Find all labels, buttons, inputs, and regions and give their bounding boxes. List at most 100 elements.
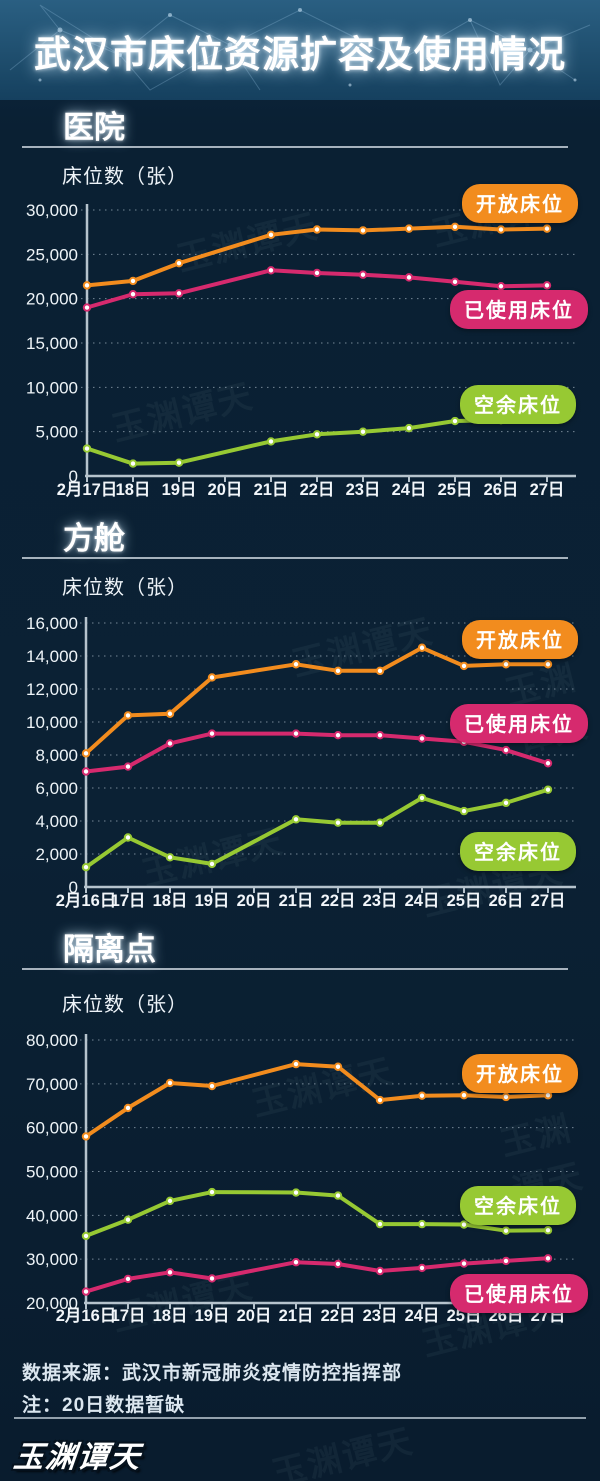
y-tick-label: 14,000 [26, 647, 78, 666]
open-data-point [501, 660, 511, 669]
open-data-point [123, 711, 133, 720]
vacant-data-point [291, 815, 301, 824]
vacant-data-point [333, 818, 343, 827]
open-data-point [459, 1091, 469, 1100]
y-tick-label: 2,000 [35, 845, 78, 864]
x-tick-label: 23日 [363, 892, 398, 910]
y-tick-label: 0 [69, 878, 78, 897]
vacant-data-point [165, 853, 175, 862]
x-tick-label: 25日 [438, 481, 473, 499]
y-axis-title-fangcang: 床位数（张） [62, 577, 188, 599]
y-tick-label: 16,000 [26, 614, 78, 633]
x-tick-label: 24日 [392, 481, 427, 499]
y-tick-label: 4,000 [35, 812, 78, 831]
y-tick-label: 6,000 [35, 779, 78, 798]
open-data-point [266, 230, 276, 240]
vacant-data-point [128, 459, 138, 468]
x-tick-label: 22日 [321, 892, 356, 910]
used-data-point [501, 745, 511, 755]
missing-data-note: 注：20日数据暂缺 [22, 1395, 186, 1416]
open-data-point [291, 660, 301, 669]
vacant-data-point [165, 1196, 175, 1206]
open-data-point [459, 661, 469, 671]
vacant-data-point [417, 1219, 427, 1229]
vacant-data-point [123, 833, 133, 842]
y-tick-label: 80,000 [26, 1031, 78, 1050]
network-pattern-icon [9, 4, 591, 91]
y-tick-label: 20,000 [26, 290, 78, 309]
x-tick-label: 19日 [195, 1307, 230, 1325]
used-data-point [375, 731, 385, 740]
x-tick-label: 26日 [484, 481, 519, 499]
used-data-point [165, 1268, 175, 1277]
page-title: 武汉市床位资源扩容及使用情况 [34, 34, 566, 75]
open-data-point [358, 226, 368, 235]
used-data-point [82, 303, 92, 312]
open-data-point [312, 225, 322, 234]
open-line [85, 224, 549, 288]
vacant-data-point [543, 1226, 553, 1235]
open-data-point [128, 276, 138, 286]
vacant-data-point [459, 806, 469, 816]
y-tick-label: 10,000 [26, 378, 78, 397]
y-tick-label: 50,000 [26, 1163, 78, 1182]
x-tick-label: 17日 [111, 892, 146, 910]
y-tick-label: 20,000 [26, 1294, 78, 1313]
used-data-point [165, 739, 175, 748]
open-data-point [81, 1132, 91, 1141]
vacant-data-point [291, 1188, 301, 1197]
y-tick-label: 0 [69, 467, 78, 486]
section-divider [22, 968, 568, 970]
y-tick-label: 70,000 [26, 1075, 78, 1094]
x-tick-label: 27日 [531, 892, 566, 910]
used-data-point [333, 731, 343, 740]
x-tick-label: 2月17日 [57, 480, 118, 499]
open-data-point [417, 643, 427, 652]
legend-vacant-badge: 空余床位 [460, 1186, 576, 1225]
section-heading-isolation: 隔离点 [63, 932, 156, 967]
y-tick-label: 25,000 [26, 245, 78, 264]
used-data-point [375, 1266, 385, 1276]
open-data-point [207, 1081, 217, 1091]
used-data-point [174, 289, 184, 298]
used-data-point [291, 729, 301, 738]
used-data-point [459, 1259, 469, 1268]
open-data-point [81, 749, 91, 758]
x-tick-label: 23日 [346, 481, 381, 499]
vacant-data-point [333, 1191, 343, 1200]
open-data-point [82, 281, 92, 290]
footer-divider [14, 1417, 586, 1419]
ghost-watermark: 玉渊谭天 [268, 1422, 418, 1481]
vacant-data-point [207, 1187, 217, 1197]
x-tick-label: 2月16日 [56, 891, 117, 910]
section-heading-fangcang: 方舱 [63, 521, 125, 556]
fangcang-chart-svg: 16,000 14,000 12,000 10,000 8,000 6,000 4,000 2… [26, 614, 576, 910]
x-tick-label: 18日 [116, 481, 151, 499]
used-data-point [496, 282, 506, 291]
used-data-point [450, 277, 460, 287]
used-data-point [543, 1254, 553, 1263]
x-tick-label: 22日 [321, 1307, 356, 1325]
open-data-point [174, 259, 184, 268]
used-data-point [128, 290, 138, 299]
open-data-point [333, 666, 343, 676]
vacant-data-point [404, 423, 414, 433]
vacant-data-point [459, 1220, 469, 1229]
open-data-point [165, 1078, 175, 1088]
open-data-point [417, 1091, 427, 1100]
hospital-chart-svg: 30,000 25,000 20,000 15,000 10,000 5,000 02月17… [26, 201, 576, 499]
open-data-point [375, 1095, 385, 1105]
used-data-point [417, 1263, 427, 1273]
vacant-data-point [123, 1215, 133, 1224]
open-data-point [496, 225, 506, 234]
vacant-data-point [174, 458, 184, 467]
legend-used-badge: 已使用床位 [450, 1274, 588, 1313]
y-tick-label: 8,000 [35, 746, 78, 765]
legend-vacant-badge: 空余床位 [460, 832, 576, 871]
x-tick-label: 22日 [300, 481, 335, 499]
vacant-data-point [207, 859, 217, 869]
data-source-note: 数据来源：武汉市新冠肺炎疫情防控指挥部 [22, 1363, 403, 1384]
vacant-data-point [450, 416, 460, 426]
open-data-point [542, 224, 552, 233]
